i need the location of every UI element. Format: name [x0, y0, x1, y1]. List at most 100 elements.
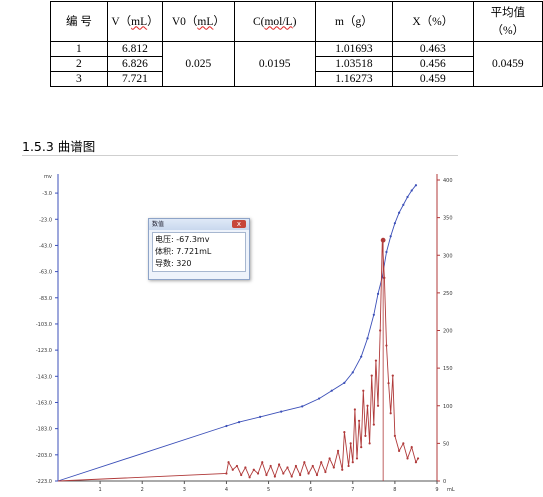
derivative-point [366, 404, 369, 407]
derivative-point [355, 457, 359, 460]
derivative-point [227, 461, 230, 464]
derivative-point [273, 475, 276, 478]
left-tick-label: -3.0 [42, 191, 52, 197]
close-icon[interactable]: x [232, 220, 246, 228]
derivative-point [374, 359, 378, 362]
tooltip-title: 数值 [149, 219, 249, 230]
potential-point [410, 189, 413, 192]
derivative-point [343, 430, 346, 434]
cell-m: 1.03518 [314, 56, 393, 72]
cell-v: 7.721 [106, 71, 164, 87]
derivative-point [406, 457, 409, 460]
derivative-point [336, 449, 340, 452]
left-tick-label: -103.0 [36, 322, 52, 328]
derivative-point [290, 475, 293, 478]
results-table: 编 号 V（mL） V0（mL） C(mol/L) m（g） X（%） 平均值（… [50, 1, 543, 87]
potential-point [351, 371, 354, 374]
derivative-point [385, 344, 388, 347]
derivative-point [341, 468, 344, 471]
cell-no: 3 [50, 71, 108, 87]
derivative-point [372, 423, 375, 426]
header-v0: V0（mL） [162, 1, 235, 42]
right-tick-label: 100 [443, 404, 453, 410]
section-divider [22, 155, 458, 156]
derivative-point [248, 476, 251, 479]
left-tick-label: -143.0 [36, 374, 52, 380]
derivative-point [360, 446, 363, 449]
derivative-point [351, 461, 354, 464]
potential-point [389, 235, 392, 238]
derivative-point [368, 442, 371, 445]
titration-chart: -3.0 -23.0 -43.0 -63.0 -83.0 -103.0 -123.0 -143… [36, 174, 455, 493]
x-tick-label: 9 [435, 487, 438, 493]
derivative-point [416, 457, 420, 460]
derivative-point [286, 466, 289, 469]
header-no: 编 号 [50, 1, 108, 42]
potential-point [280, 410, 283, 413]
derivative-point [389, 412, 392, 415]
derivative-point [299, 473, 302, 477]
x-tick-label: 6 [309, 487, 312, 493]
potential-point [402, 203, 405, 206]
derivative-point [315, 473, 319, 477]
derivative-point [398, 449, 401, 452]
potential-point [343, 381, 346, 384]
x-tick-label: 7 [351, 487, 354, 493]
potential-point [385, 250, 388, 254]
cell-v: 6.826 [106, 56, 164, 72]
potential-point [366, 337, 369, 340]
x-tick-label: 5 [267, 487, 270, 493]
derivative-point [362, 389, 365, 392]
header-avg: 平均值 （%） [472, 1, 543, 42]
cell-v0: 0.025 [162, 41, 235, 87]
left-tick-label: -223.0 [36, 479, 52, 485]
potential-point [237, 421, 241, 424]
derivative-point [240, 473, 243, 477]
potential-point [376, 292, 380, 295]
derivative-point [347, 464, 350, 468]
right-tick-label: 50 [443, 441, 449, 447]
potential-point [360, 355, 363, 358]
derivative-point [324, 470, 327, 474]
header-x: X（%） [391, 1, 474, 42]
tooltip-voltage: 电压: -67.3mv [155, 235, 210, 244]
potential-point [372, 313, 375, 316]
endpoint-marker [380, 237, 386, 243]
table-row: 1 6.812 0.025 0.0195 1.01693 0.463 0.045… [50, 41, 543, 87]
derivative-point [387, 382, 390, 385]
derivative-point [256, 472, 260, 475]
left-tick-label: -43.0 [39, 243, 52, 249]
derivative-point [307, 472, 310, 475]
derivative-point [353, 408, 356, 411]
derivative-point [357, 419, 361, 422]
left-tick-label: -63.0 [39, 270, 52, 276]
x-tick-label: 3 [183, 487, 186, 493]
cell-c: 0.0195 [233, 41, 316, 87]
derivative-point [414, 461, 418, 464]
derivative-point [410, 446, 413, 449]
cell-m: 1.16273 [314, 71, 393, 87]
left-tick-label: -123.0 [36, 348, 52, 354]
tooltip-derivative: 导数: 320 [155, 259, 192, 268]
derivative-point [244, 466, 247, 469]
derivative-point [235, 464, 239, 468]
right-tick-label: 200 [443, 329, 453, 335]
derivative-point [370, 374, 373, 377]
right-tick-label: 0 [443, 479, 446, 485]
right-tick-label: 150 [443, 366, 453, 372]
x-axis-unit: mL [447, 487, 455, 493]
tooltip-body: 电压: -67.3mv 体积: 7.721mL 导数: 320 [152, 232, 246, 272]
left-tick-label: -183.0 [36, 427, 52, 433]
derivative-point [277, 463, 281, 466]
derivative-point [303, 461, 306, 464]
x-tick-label: 1 [99, 487, 102, 493]
x-tick-label: 8 [393, 487, 396, 493]
left-tick-label: -163.0 [36, 400, 52, 406]
x-tick-label: 2 [141, 487, 144, 493]
cell-m: 1.01693 [314, 41, 393, 57]
cell-x: 0.456 [391, 56, 474, 72]
derivative-point [383, 276, 386, 279]
cell-no: 2 [50, 56, 108, 72]
right-tick-label: 300 [443, 253, 453, 259]
left-tick-label: -83.0 [39, 296, 52, 302]
